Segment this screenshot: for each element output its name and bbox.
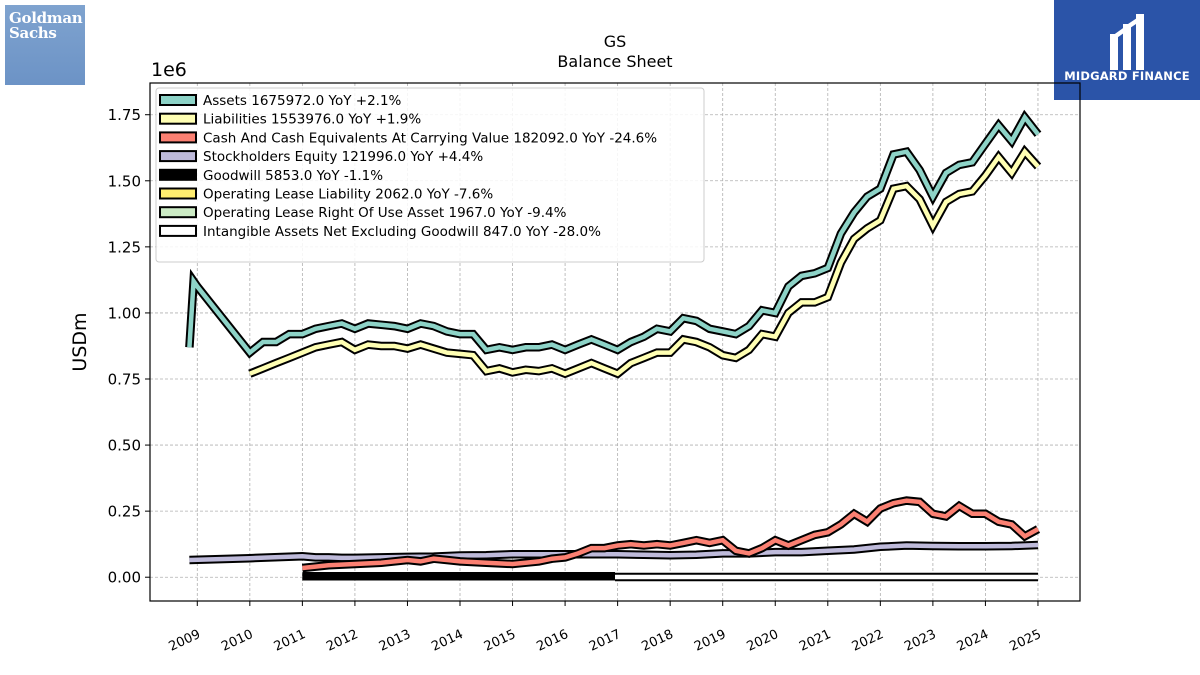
plot-frame — [149, 82, 1081, 602]
legend: Assets 1675972.0 YoY +2.1% Liabilities 15… — [155, 87, 705, 263]
y-scale-label: 1e6 — [151, 59, 187, 81]
logo-line-1: Goldman — [9, 9, 83, 27]
x-tick-label: 2019 — [692, 627, 728, 655]
y-axis-label: USDm — [69, 312, 91, 371]
x-tick-label: 2016 — [534, 627, 570, 655]
x-tick-label: 2014 — [429, 627, 465, 655]
x-tick-label: 2012 — [324, 627, 360, 655]
legend-label: Goodwill 5853.0 YoY -1.1% — [203, 168, 383, 184]
x-tick-label: 2023 — [902, 627, 938, 655]
legend-label: Operating Lease Liability 2062.0 YoY -7.… — [203, 187, 493, 203]
goldman-sachs-logo: Goldman Sachs — [5, 5, 85, 85]
y-tick-label: 1.50 — [108, 172, 141, 190]
x-tick-label: 2017 — [587, 627, 623, 655]
logo-text: MIDGARD FINANCE — [1064, 69, 1190, 83]
legend-label: Liabilities 1553976.0 YoY +1.9% — [203, 112, 421, 128]
midgard-finance-logo: MIDGARD FINANCE — [1054, 0, 1200, 100]
series-line-stockholders-equity — [189, 542, 1039, 563]
x-tick-label: 2025 — [1007, 627, 1043, 655]
legend-swatch — [159, 94, 197, 106]
legend-label: Intangible Assets Net Excluding Goodwill… — [203, 224, 601, 240]
legend-swatch — [159, 224, 197, 237]
legend-swatch — [159, 206, 197, 219]
x-tick-label: 2022 — [850, 627, 886, 655]
series-line-assets — [187, 113, 1040, 356]
legend-swatch — [159, 168, 197, 181]
x-tick-label: 2018 — [640, 627, 676, 655]
y-tick-label: 0.50 — [108, 437, 141, 455]
x-tick-label: 2009 — [167, 627, 203, 655]
legend-label: Cash And Cash Equivalents At Carrying Va… — [203, 130, 657, 146]
legend-swatch — [159, 112, 197, 125]
x-tick-label: 2011 — [272, 627, 308, 655]
x-tick-label: 2021 — [797, 627, 833, 655]
midgard-mark-icon — [1110, 14, 1144, 70]
series-line-cash-and-cash-equivalents-at-carrying-value — [302, 498, 1040, 571]
y-tick-label: 1.25 — [108, 238, 141, 256]
logo-line-2: Sachs — [9, 24, 57, 42]
x-tick-label: 2013 — [377, 627, 413, 655]
x-tick-label: 2020 — [745, 627, 781, 655]
chart-title: GS — [604, 32, 627, 51]
x-tick-label: 2015 — [482, 627, 518, 655]
series-group — [185, 109, 1042, 582]
legend-label: Operating Lease Right Of Use Asset 1967.… — [203, 205, 567, 221]
legend-box — [155, 87, 705, 263]
y-tick-label: 0.25 — [108, 503, 141, 521]
legend-swatch — [159, 131, 197, 144]
x-tick-label: 2010 — [219, 627, 255, 655]
y-tick-label: 0.75 — [108, 371, 141, 389]
legend-label: Stockholders Equity 121996.0 YoY +4.4% — [203, 149, 483, 165]
legend-swatch — [159, 187, 197, 200]
y-tick-label: 1.75 — [108, 106, 141, 124]
series-line-liabilities — [248, 147, 1040, 377]
legend-label: Assets 1675972.0 YoY +2.1% — [203, 93, 402, 109]
y-tick-label: 1.00 — [108, 304, 141, 322]
x-tick-label: 2024 — [955, 627, 991, 655]
y-tick-label: 0.00 — [108, 569, 141, 587]
legend-swatch — [159, 150, 197, 163]
chart-subtitle: Balance Sheet — [557, 52, 672, 71]
